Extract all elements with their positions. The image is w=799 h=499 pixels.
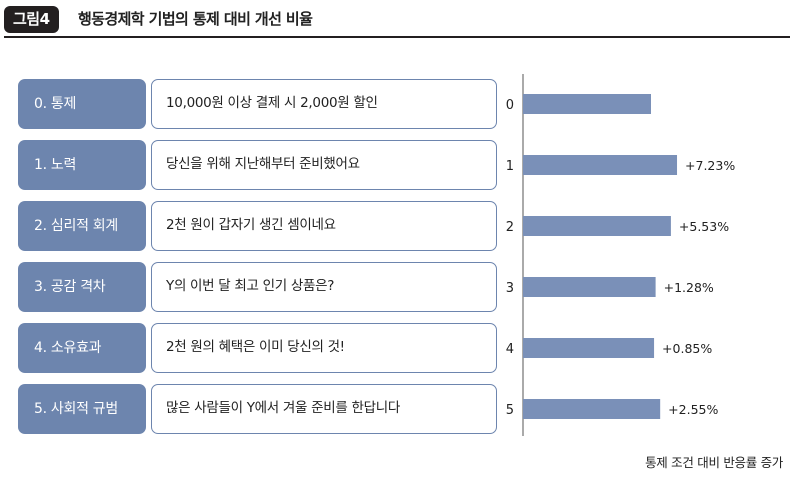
chart-data-label: +2.55%	[668, 402, 718, 417]
message-box: 당신을 위해 지난해부터 준비했어요	[151, 140, 497, 190]
chart-data-label: +1.28%	[664, 280, 714, 295]
chart-tick-label: 3	[506, 281, 514, 296]
chart-note: 통제 조건 대비 반응률 증가	[645, 455, 783, 470]
chart-bar	[523, 155, 678, 175]
chart-bar	[523, 94, 651, 114]
chart-tick-label: 4	[506, 342, 514, 357]
category-box: 1. 노력	[18, 140, 146, 190]
chart-tick-label: 1	[506, 159, 514, 174]
header-rule	[4, 36, 790, 38]
message-box: 2천 원의 혜택은 이미 당신의 것!	[151, 323, 497, 373]
category-box: 2. 심리적 회계	[18, 201, 146, 251]
chart-data-label: +5.53%	[679, 219, 729, 234]
figure-title: 행동경제학 기법의 통제 대비 개선 비율	[78, 10, 313, 28]
chart-tick-label: 0	[506, 98, 514, 113]
category-box: 4. 소유효과	[18, 323, 146, 373]
message-box: Y의 이번 달 최고 인기 상품은?	[151, 262, 497, 312]
message-box: 10,000원 이상 결제 시 2,000원 할인	[151, 79, 497, 129]
chart-tick-label: 2	[506, 220, 514, 235]
improvement-bar-chart: 0 1 +7.23% 2 +5.53% 3 +1.28% 4 +0.85% 5 +2.55%	[506, 74, 735, 436]
chart-data-label: +7.23%	[685, 158, 735, 173]
message-box: 많은 사람들이 Y에서 겨울 준비를 한답니다	[151, 384, 497, 434]
category-box: 5. 사회적 규범	[18, 384, 146, 434]
category-box: 3. 공감 격차	[18, 262, 146, 312]
chart-data-label: +0.85%	[662, 341, 712, 356]
chart-tick-label: 5	[506, 403, 514, 418]
message-box: 2천 원이 갑자기 생긴 셈이네요	[151, 201, 497, 251]
figure-label-badge: 그림4	[4, 6, 59, 33]
chart-bar	[523, 216, 671, 236]
figure-header: 그림4 행동경제학 기법의 통제 대비 개선 비율	[0, 0, 799, 40]
category-box: 0. 통제	[18, 79, 146, 129]
chart-bar	[523, 277, 656, 297]
chart-bar	[523, 338, 655, 358]
chart-bar	[523, 399, 661, 419]
